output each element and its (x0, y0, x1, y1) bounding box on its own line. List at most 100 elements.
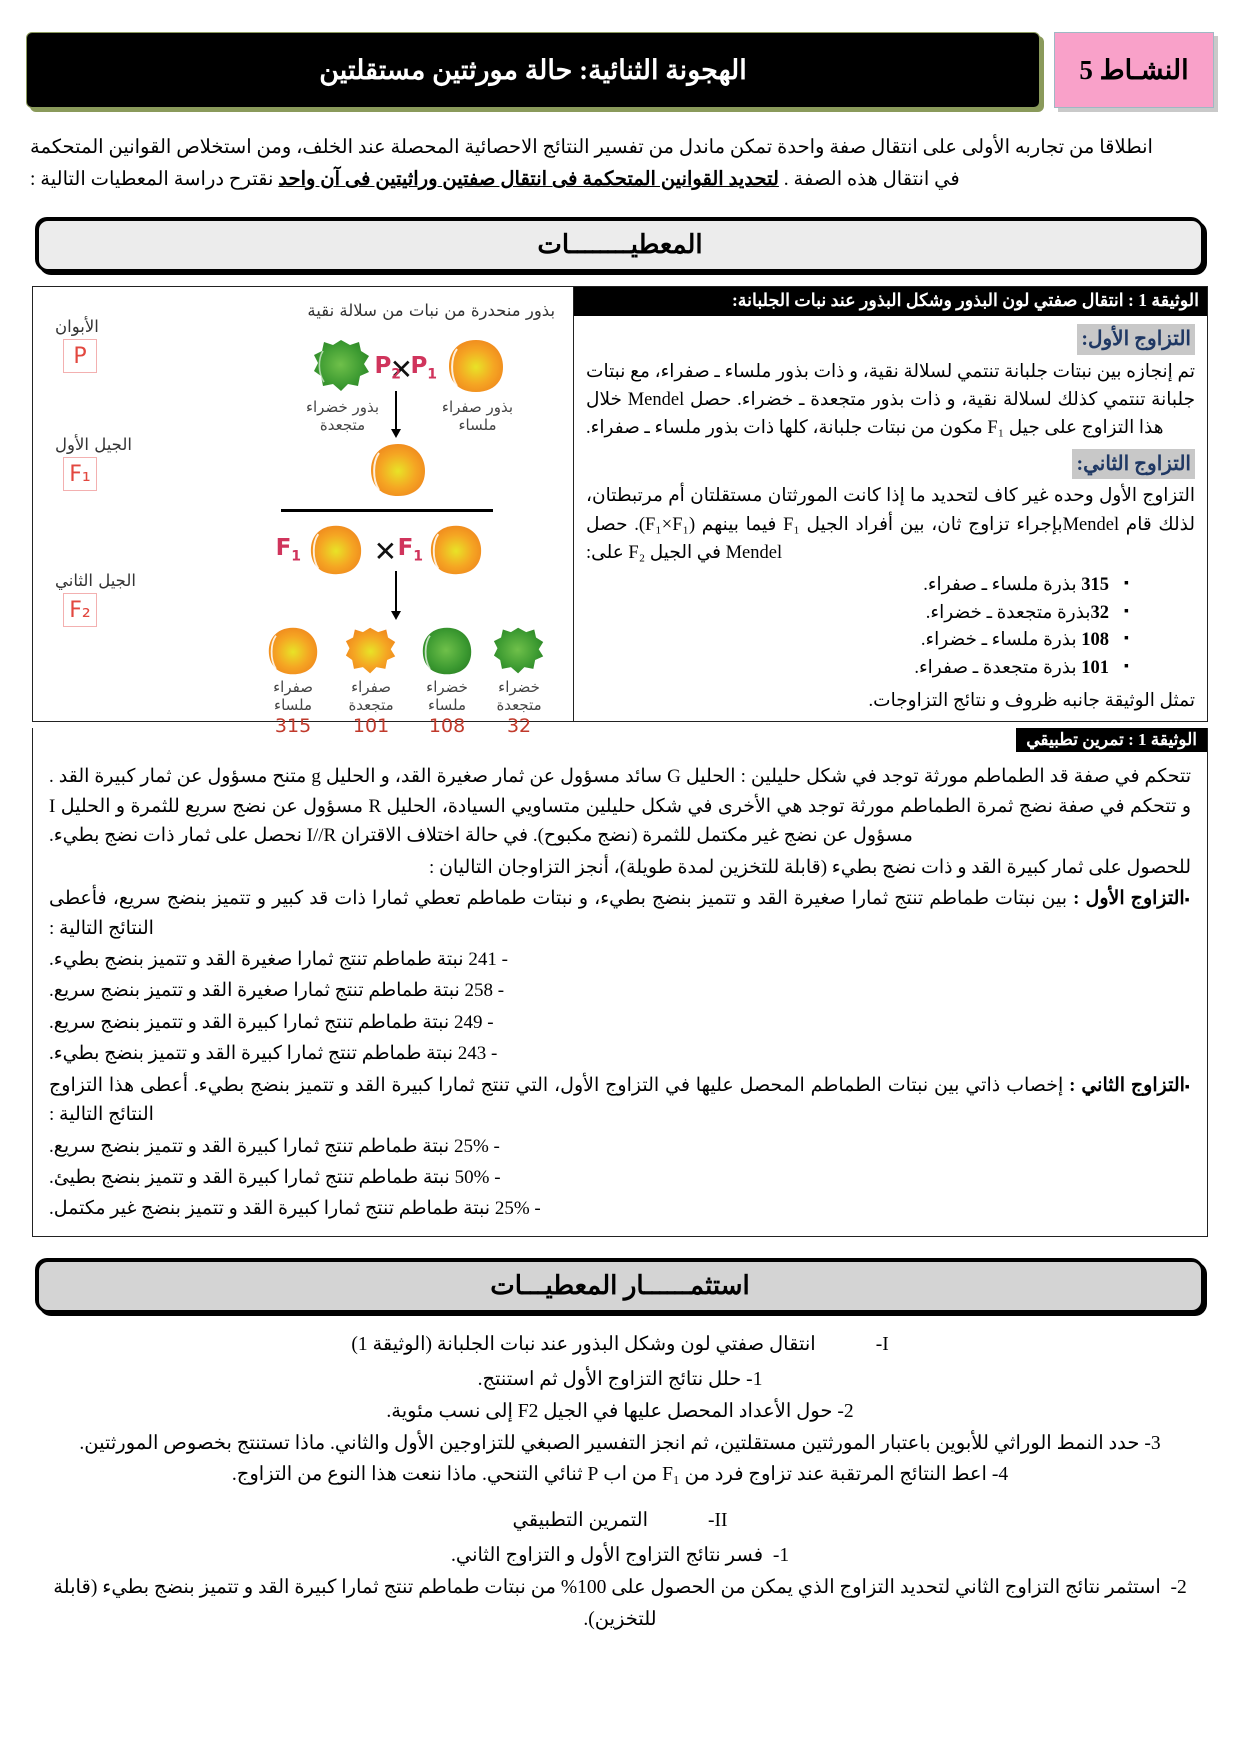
label-parents: الأبوان (55, 317, 99, 337)
f2-results-list: 315 بذرة ملساء ـ صفراء. 32بذرة متجعدة ـ … (586, 572, 1195, 683)
exercise-cross-1-result: - 249 نبتة طماطم تنتج ثمارا كبيرة القد و… (49, 1011, 494, 1033)
part-2-roman: II- (708, 1509, 728, 1531)
seed-f1-left-icon (310, 526, 362, 575)
genetic-cross-diagram: بذور منحدرة من نبات من سلالة نقية الأبوا… (33, 287, 573, 737)
exercise-cross-2-text: إخصاب ذاتي بين نبتات الطماطم المحصل عليه… (49, 1074, 1064, 1126)
document-1-body: التزاوج الأول: تم إنجازه بين نبتات جلبان… (574, 316, 1207, 719)
exercise-cross-1-result: - 258 نبتة طماطم تنتج ثمارا صغيرة القد و… (49, 980, 505, 1002)
caption-f2-3: خضراء ملساء (426, 678, 468, 715)
caption-p1: بذور صفراء ملساء (441, 398, 514, 435)
question-text: فسر نتائج التزاوج الأول و التزاوج الثاني… (450, 1545, 764, 1567)
section-banner-data: المعطيــــــــات (36, 218, 1204, 273)
intro-line-2-pre: في انتقال هذه الصفة . (783, 169, 960, 191)
seed-f2-yellow-round-icon (268, 628, 318, 675)
question-item: 3- حدد النمط الوراثي للأبوين باعتبار الم… (79, 1432, 1161, 1454)
f2-count: 108 (1081, 630, 1109, 651)
f2-count: 101 (1081, 658, 1109, 679)
arrow-p-to-f1 (395, 391, 398, 432)
count-f2-4: 32 (506, 715, 532, 738)
part-1-header: I- انتقال صفتي لون وشكل البذور عند نبات … (40, 1329, 1200, 1361)
exercise-title: الوثيقة 1 : تمرين تطبيقي (1016, 728, 1207, 753)
exercise-cross-2-result: - 25% نبتة طماطم تنتج ثمارا كبيرة القد و… (49, 1198, 541, 1220)
caption-f2-1: صفراء ملساء (273, 678, 313, 715)
part-1-title: انتقال صفتي لون وشكل البذور عند نبات الج… (351, 1333, 816, 1355)
f2-result-item: 101 بذرة متجعدة ـ صفراء. (586, 655, 1129, 683)
question-item: 4- اعط النتائج المرتقبة عند تزاوج فرد من… (231, 1464, 1009, 1486)
divider-line (281, 509, 494, 512)
f2-result-item: 108 بذرة ملساء ـ خضراء. (586, 627, 1129, 655)
arrow-head-f1-to-f2 (391, 611, 402, 621)
seed-p2-green-wrinkled-icon (314, 340, 370, 392)
tag-p2: P2 (374, 353, 402, 383)
question-number: 2- (1170, 1576, 1187, 1598)
f2-desc: بذرة ملساء ـ خضراء. (920, 630, 1077, 651)
cross-symbol-p: ✕ (389, 353, 414, 387)
question-item: 1- حلل نتائج التزاوج الأول ثم استنتج. (477, 1369, 763, 1391)
seed-p1-yellow-round-icon (449, 340, 504, 393)
seed-f2-green-wrinkled-icon (493, 628, 544, 674)
chip-f2: F₂ (63, 593, 97, 628)
section-banner-exploitation: استثمــــــار المعطيـــات (36, 1258, 1204, 1313)
exercise-cross-2: التزاوج الثاني : إخصاب ذاتي بين نبتات ال… (49, 1071, 1191, 1130)
part-1-roman: I- (875, 1333, 889, 1355)
exercise-cross-1-text: بين نبتات طماطم تنتج ثمارا صغيرة القد و … (49, 888, 1068, 939)
f2-desc: بذرة متجعدة ـ صفراء. (914, 658, 1077, 679)
question-item: 2- حول الأعداد المحصل عليها في الجيل F2 … (386, 1401, 854, 1423)
tag-f1-right: F1 (397, 535, 424, 565)
intro-line-1: انطلاقا من تجاربه الأولى على انتقال صفة … (30, 137, 1153, 158)
arrow-head-p-to-f1 (391, 429, 402, 439)
intro-line-2-post: نقترح دراسة المعطيات التالية : (30, 169, 274, 191)
f2-desc: بذرة ملساء ـ صفراء. (923, 574, 1077, 595)
document-1-box: الوثيقة 1 : انتقال صفتي لون البذور وشكل … (32, 286, 1208, 737)
arrow-f1-to-f2 (395, 571, 398, 614)
seed-f2-yellow-wrinkled-icon (345, 628, 396, 674)
exercise-cross-2-result: - 25% نبتة طماطم تنتج ثمارا كبيرة القد و… (49, 1135, 500, 1157)
chip-p: P (63, 339, 97, 374)
f2-count: 315 (1081, 574, 1109, 595)
exercise-cross-1: التزاوج الأول : بين نبتات طماطم تنتج ثما… (49, 884, 1191, 943)
question-item: 1- فسر نتائج التزاوج الأول و التزاوج الث… (40, 1540, 1200, 1572)
f2-result-item: 32بذرة متجعدة ـ خضراء. (586, 600, 1129, 628)
chip-f1: F₁ (63, 457, 97, 492)
header: النشـاط 5 الهجونة الثنائية: حالة مورثتين… (26, 32, 1214, 108)
tag-f1-left: F1 (275, 535, 302, 565)
exercise-cross-1-label: التزاوج الأول : (1073, 888, 1185, 910)
count-f2-2: 101 (352, 715, 390, 738)
exercise-cross-2-label: التزاوج الثاني : (1069, 1074, 1185, 1096)
question-item: 2- استثمر نتائج التزاوج الثاني لتحديد ال… (40, 1572, 1200, 1635)
caption-f2-4: خضراء متجعدة (496, 678, 542, 715)
document-1-text-column: الوثيقة 1 : انتقال صفتي لون البذور وشكل … (573, 287, 1207, 722)
seed-f1-yellow-round-icon (371, 444, 426, 497)
diagram-top-caption: بذور منحدرة من نبات من سلالة نقية (307, 301, 556, 321)
question-number: 1- (772, 1545, 790, 1567)
cross-2-heading: التزاوج الثاني: (1072, 449, 1195, 480)
count-f2-3: 108 (428, 715, 466, 738)
seed-f1-right-icon (430, 526, 482, 575)
intro-line-2-emphasis: لتحديد القوانين المتحكمة فى انتقال صفتين… (278, 169, 779, 191)
label-generation-2: الجيل الثاني (55, 571, 136, 591)
cross-symbol-f1: ✕ (373, 535, 398, 569)
cross-1-heading: التزاوج الأول: (1077, 324, 1195, 355)
activity-badge: النشـاط 5 (1054, 32, 1214, 108)
question-text: استثمر نتائج التزاوج الثاني لتحديد التزا… (53, 1576, 1161, 1630)
exercise-cross-1-result: - 243 نبتة طماطم تنتج ثمارا كبيرة القد و… (49, 1043, 498, 1065)
caption-f2-2: صفراء متجعدة (348, 678, 394, 715)
document-1-title: الوثيقة 1 : انتقال صفتي لون البذور وشكل … (574, 287, 1207, 317)
f2-desc: بذرة متجعدة ـ خضراء. (925, 602, 1091, 623)
label-generation-1: الجيل الأول (55, 435, 132, 455)
exercise-paragraph-1: تتحكم في صفة قد الطماطم مورثة توجد في شك… (49, 766, 1191, 847)
applied-exercise-box: الوثيقة 1 : تمرين تطبيقي تتحكم في صفة قد… (32, 728, 1208, 1237)
exercise-body: تتحكم في صفة قد الطماطم مورثة توجد في شك… (33, 752, 1207, 1236)
page-title: الهجونة الثنائية: حالة مورثتين مستقلتين (26, 32, 1040, 108)
part-2-title: التمرين التطبيقي (512, 1509, 649, 1531)
caption-p2: بذور خضراء متجعدة (305, 398, 380, 435)
cross-1-text: تم إنجازه بين نبتات جلبانة تنتمي لسلالة … (586, 361, 1196, 438)
count-f2-1: 315 (274, 715, 312, 738)
part-2-header: II- التمرين التطبيقي (40, 1505, 1200, 1537)
exercise-cross-2-result: - 50% نبتة طماطم تنتج ثمارا كبيرة القد و… (49, 1167, 501, 1189)
exercise-cross-1-result: - 241 نبتة طماطم تنتج ثمارا صغيرة القد و… (49, 948, 508, 970)
document-1-closing: تمثل الوثيقة جانبه ظروف و نتائج التزاوجا… (868, 690, 1195, 711)
exploitation-questions: I- انتقال صفتي لون وشكل البذور عند نبات … (40, 1329, 1200, 1635)
f2-result-item: 315 بذرة ملساء ـ صفراء. (586, 572, 1129, 600)
